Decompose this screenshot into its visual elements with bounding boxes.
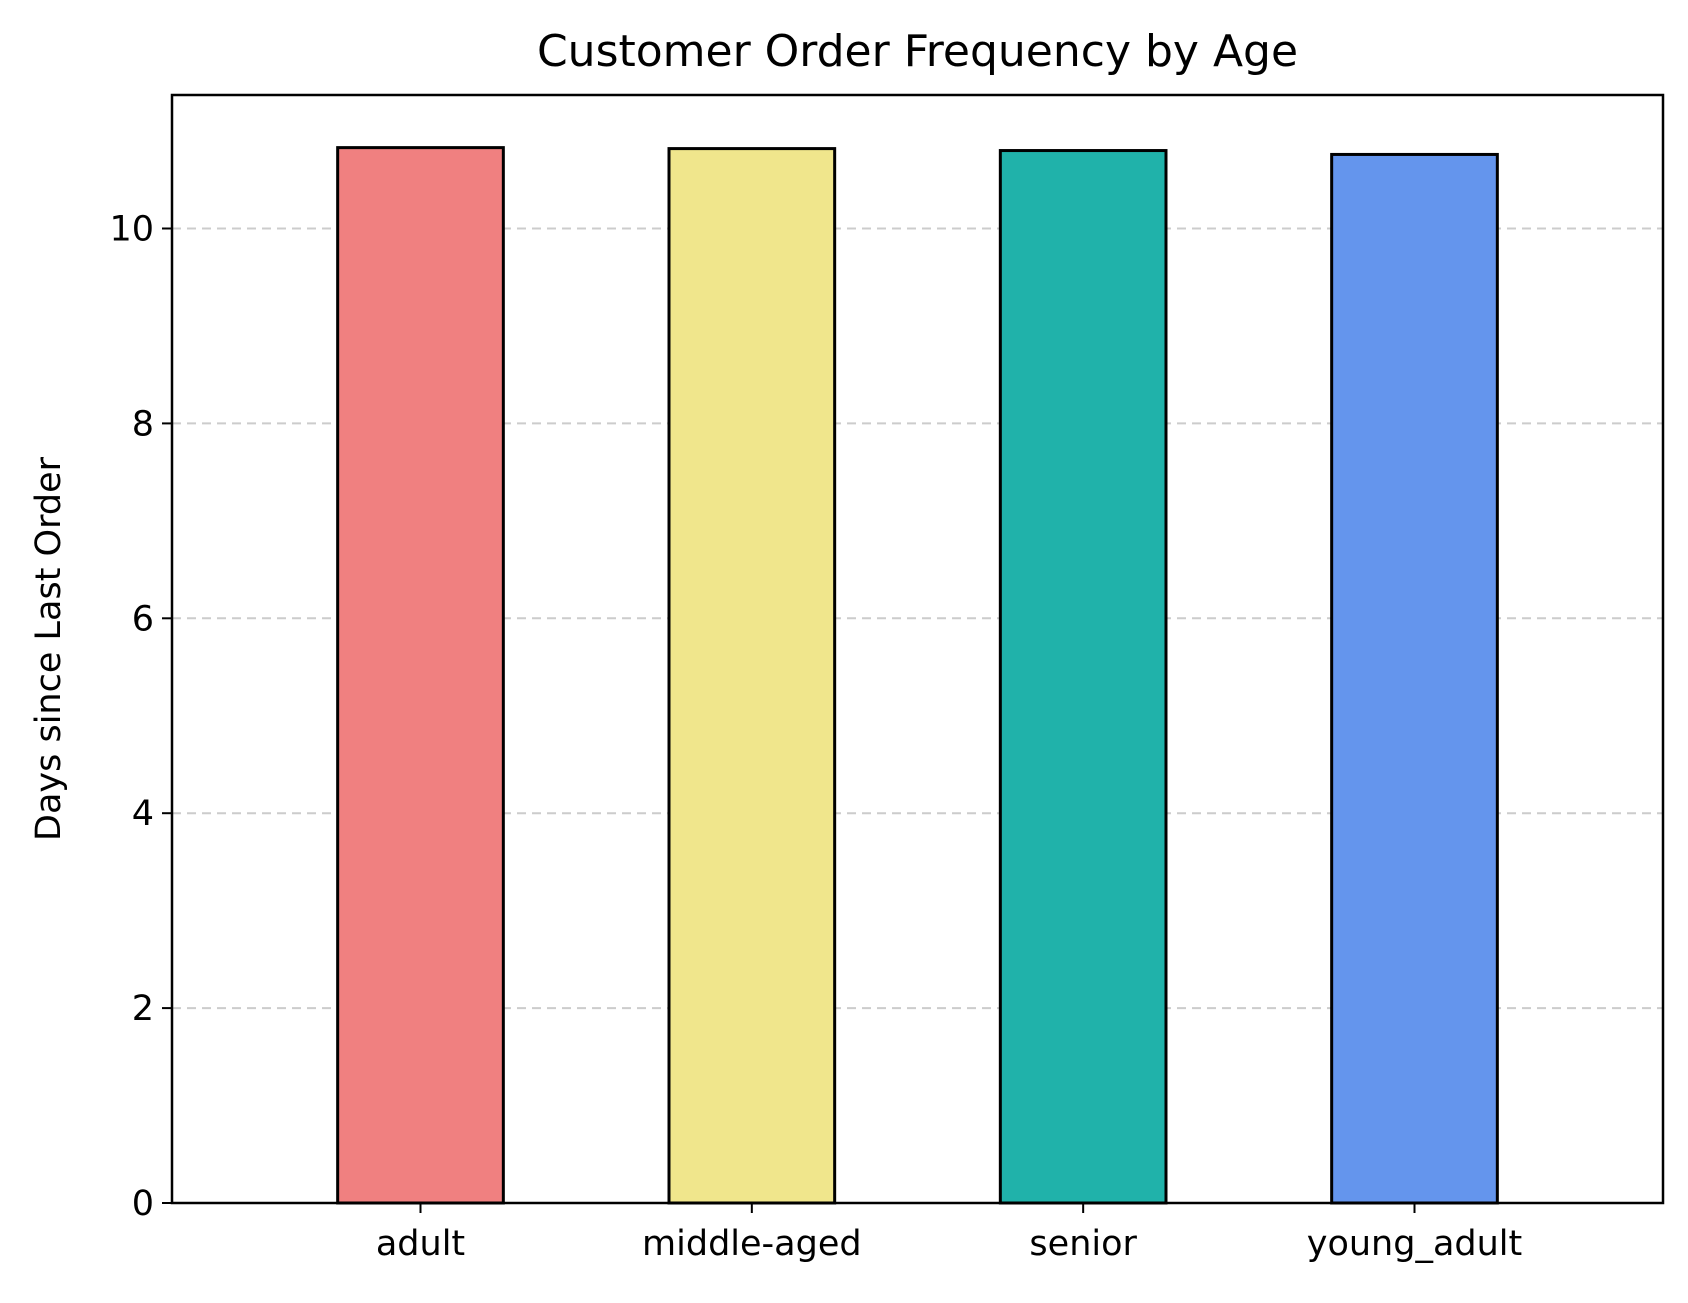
y-tick-label: 4 bbox=[132, 794, 154, 834]
x-tick-label: young_adult bbox=[1307, 1224, 1523, 1264]
bar-middle-aged bbox=[667, 147, 837, 1205]
y-tick-label: 0 bbox=[132, 1184, 154, 1224]
bar-adult bbox=[336, 146, 505, 1205]
x-tick-label: adult bbox=[376, 1224, 465, 1264]
y-tick-label: 2 bbox=[132, 989, 154, 1029]
y-axis-label: Days since Last Order bbox=[29, 456, 69, 841]
plot-frame bbox=[170, 93, 1665, 1205]
bar-senior bbox=[998, 149, 1168, 1205]
y-tick-label: 6 bbox=[132, 599, 154, 639]
bars bbox=[336, 146, 1499, 1205]
y-axis-ticks: 0 2 4 6 8 10 bbox=[109, 210, 172, 1224]
x-axis-ticks: adult middle-aged senior young_adult bbox=[376, 1203, 1522, 1264]
x-tick-label: senior bbox=[1029, 1224, 1137, 1264]
chart-title: Customer Order Frequency by Age bbox=[537, 26, 1298, 77]
y-tick-label: 10 bbox=[109, 210, 154, 250]
x-tick-label: middle-aged bbox=[642, 1224, 862, 1264]
y-tick-label: 8 bbox=[132, 404, 154, 444]
bar-young-adult bbox=[1330, 152, 1499, 1205]
